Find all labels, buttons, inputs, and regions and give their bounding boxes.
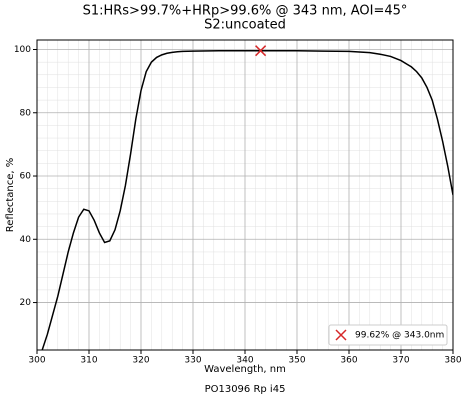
line-series: [41, 49, 453, 350]
y-axis-label: Reflectance, %: [5, 158, 16, 233]
marker: [255, 45, 267, 57]
x-tick-label: 340: [236, 356, 253, 366]
y-tick-label: 60: [20, 172, 32, 182]
x-tick-label: 360: [340, 356, 357, 366]
y-tick-label: 80: [20, 108, 32, 118]
chart-subtitle: S2:uncoated: [204, 18, 286, 33]
x-tick-label: 310: [80, 356, 97, 366]
x-tick-label: 350: [288, 356, 305, 366]
y-tick-label: 40: [20, 235, 32, 245]
legend-label: 99.62% @ 343.0nm: [355, 331, 444, 341]
x-tick-label: 370: [392, 356, 409, 366]
x-tick-label: 300: [28, 356, 45, 366]
x-tick-label: 380: [444, 356, 461, 366]
legend-box: [328, 324, 448, 346]
y-tick-label: 20: [20, 298, 32, 308]
x-axis-label: Wavelength, nm: [204, 364, 286, 375]
x-tick-label: 330: [184, 356, 201, 366]
plot-frame: [36, 39, 454, 351]
chart-title: S1:HRs>99.7%+HRp>99.6% @ 343 nm, AOI=45°: [83, 4, 408, 19]
footer: PO13096 Rp i45: [205, 384, 286, 395]
x-tick-label: 320: [132, 356, 149, 366]
legend-marker: [335, 329, 347, 341]
y-tick-label: 100: [14, 45, 31, 55]
